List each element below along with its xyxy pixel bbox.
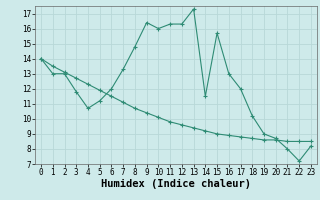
- X-axis label: Humidex (Indice chaleur): Humidex (Indice chaleur): [101, 179, 251, 189]
